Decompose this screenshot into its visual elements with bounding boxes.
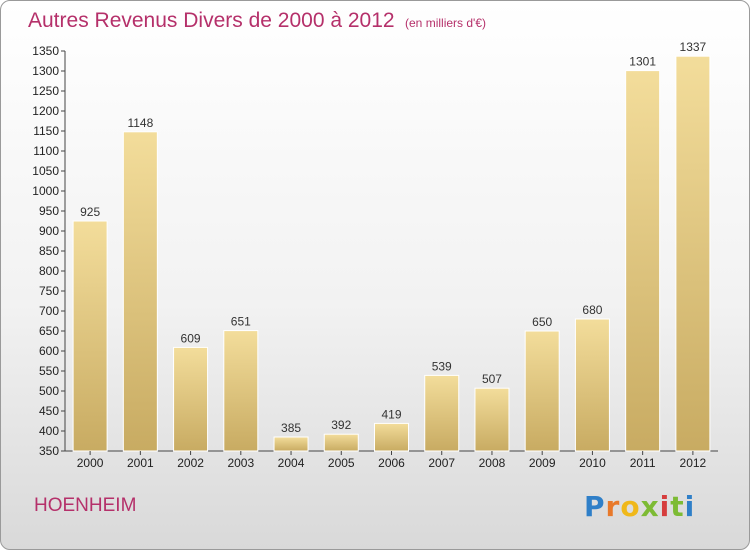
bar-2000 bbox=[72, 220, 108, 452]
logo-letter: i bbox=[659, 490, 671, 523]
bar-2001 bbox=[122, 131, 158, 452]
x-tick-label-2001: 2001 bbox=[127, 456, 154, 470]
value-label-2001: 1148 bbox=[127, 116, 153, 130]
bar-2009 bbox=[524, 330, 560, 452]
x-tick-label-2005: 2005 bbox=[328, 456, 355, 470]
value-label-2012: 1337 bbox=[680, 40, 707, 54]
x-tick-label-2006: 2006 bbox=[378, 456, 405, 470]
logo-letter: x bbox=[640, 490, 660, 523]
bar-2012 bbox=[675, 55, 711, 452]
logo-letter: o bbox=[620, 490, 641, 523]
chart-title-unit: (en milliers d'€) bbox=[405, 16, 486, 30]
city-name: HOENHEIM bbox=[34, 495, 137, 516]
y-tick-label: 900 bbox=[39, 224, 59, 238]
chart-title: Autres Revenus Divers de 2000 à 2012 (en… bbox=[28, 9, 486, 33]
x-tick-label-2004: 2004 bbox=[278, 456, 305, 470]
value-label-2008: 507 bbox=[482, 372, 502, 386]
y-tick-label: 1050 bbox=[32, 164, 59, 178]
x-tick-label-2000: 2000 bbox=[77, 456, 104, 470]
y-tick-label: 950 bbox=[39, 204, 59, 218]
y-tick-label: 1000 bbox=[32, 184, 59, 198]
bar-2005 bbox=[323, 433, 359, 452]
value-label-2007: 539 bbox=[432, 359, 452, 373]
x-tick-label-2007: 2007 bbox=[428, 456, 455, 470]
value-label-2011: 1301 bbox=[629, 55, 656, 69]
logo-letter: r bbox=[605, 490, 621, 523]
y-tick-label: 800 bbox=[39, 264, 59, 278]
x-tick-label-2009: 2009 bbox=[529, 456, 556, 470]
value-label-2002: 609 bbox=[181, 331, 201, 345]
chart-title-main: Autres Revenus Divers de 2000 à 2012 bbox=[28, 9, 395, 32]
y-tick-label: 1250 bbox=[32, 84, 59, 98]
x-tick-label-2002: 2002 bbox=[177, 456, 204, 470]
x-tick-label-2011: 2011 bbox=[630, 456, 656, 470]
bar-2003 bbox=[223, 330, 259, 452]
y-tick-label: 350 bbox=[39, 444, 59, 458]
bar-2011 bbox=[625, 70, 661, 452]
y-tick-label: 850 bbox=[39, 244, 59, 258]
bar-2008 bbox=[474, 387, 510, 452]
bar-2007 bbox=[424, 374, 460, 452]
x-tick-label-2012: 2012 bbox=[680, 456, 707, 470]
value-label-2000: 925 bbox=[80, 205, 100, 219]
y-tick-label: 650 bbox=[39, 324, 59, 338]
value-label-2005: 392 bbox=[331, 418, 351, 432]
y-tick-label: 500 bbox=[39, 384, 59, 398]
y-tick-label: 1100 bbox=[33, 144, 59, 158]
y-tick-label: 700 bbox=[39, 304, 59, 318]
x-tick-label-2003: 2003 bbox=[227, 456, 254, 470]
value-label-2004: 385 bbox=[281, 421, 301, 435]
y-tick-label: 400 bbox=[39, 424, 59, 438]
value-label-2003: 651 bbox=[231, 315, 251, 329]
bar-2006 bbox=[374, 422, 409, 452]
value-label-2006: 419 bbox=[381, 407, 401, 421]
bar-2002 bbox=[173, 346, 209, 452]
value-label-2010: 680 bbox=[582, 303, 602, 317]
y-tick-label: 1300 bbox=[32, 64, 59, 78]
y-tick-label: 1150 bbox=[33, 124, 59, 138]
y-tick-label: 600 bbox=[39, 344, 59, 358]
bar-2004 bbox=[273, 436, 309, 452]
y-tick-label: 1350 bbox=[32, 44, 59, 58]
y-tick-label: 450 bbox=[39, 404, 59, 418]
y-tick-label: 1200 bbox=[32, 104, 59, 118]
proxiti-logo: Proxiti bbox=[584, 490, 695, 523]
logo-letter: i bbox=[684, 490, 696, 523]
logo-letter: P bbox=[584, 490, 606, 523]
logo-letter: t bbox=[670, 490, 685, 523]
x-tick-label-2008: 2008 bbox=[479, 456, 506, 470]
bar-2010 bbox=[574, 318, 610, 452]
x-tick-label-2010: 2010 bbox=[579, 456, 606, 470]
value-label-2009: 650 bbox=[532, 315, 552, 329]
y-tick-label: 750 bbox=[39, 284, 59, 298]
y-tick-label: 550 bbox=[39, 364, 59, 378]
